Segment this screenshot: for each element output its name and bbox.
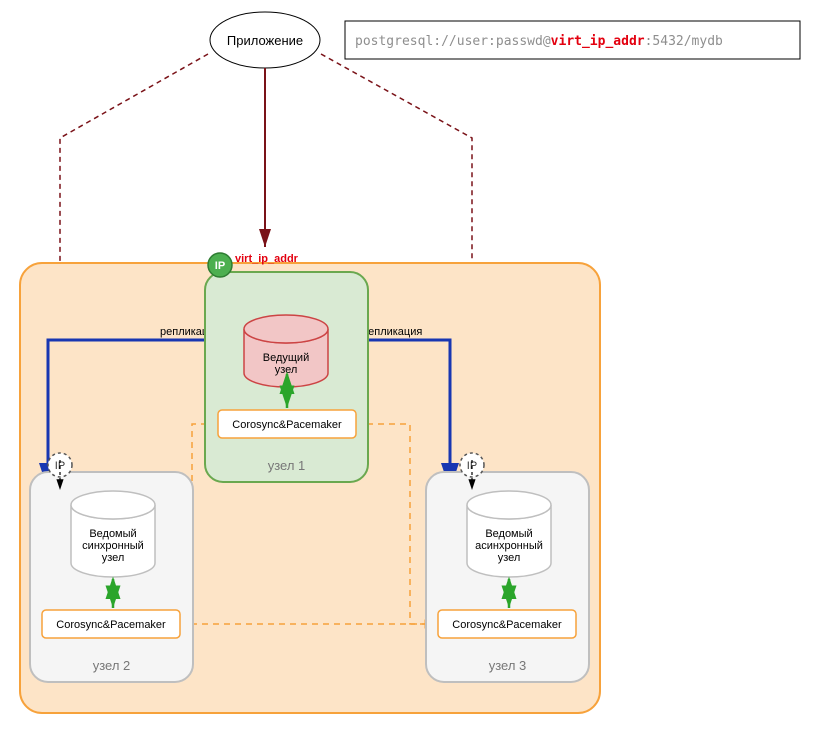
node2-db-label2: синхронный (82, 540, 144, 552)
node3-db-label1: Ведомый (485, 528, 532, 540)
node2-corosync-label: Corosync&Pacemaker (56, 619, 166, 631)
node2-db-label3: узел (102, 552, 125, 564)
node3-db-label2: асинхронный (475, 540, 543, 552)
node2-db-label1: Ведомый (89, 528, 136, 540)
node1-ip-text: IP (215, 260, 225, 272)
node3-db-label3: узел (498, 552, 521, 564)
node3-corosync-label: Corosync&Pacemaker (452, 619, 562, 631)
application-label: Приложение (227, 33, 303, 48)
node1-caption: узел 1 (268, 458, 306, 473)
node1-db-label1: Ведущий (263, 352, 309, 364)
virt-ip-label: virt_ip_addr (235, 253, 299, 265)
node2-caption: узел 2 (93, 658, 131, 673)
node3-caption: узел 3 (489, 658, 527, 673)
replication-label-right: репликация (362, 326, 422, 338)
connection-string: postgresql://user:passwd@virt_ip_addr:54… (355, 34, 723, 49)
node1-corosync-label: Corosync&Pacemaker (232, 419, 342, 431)
